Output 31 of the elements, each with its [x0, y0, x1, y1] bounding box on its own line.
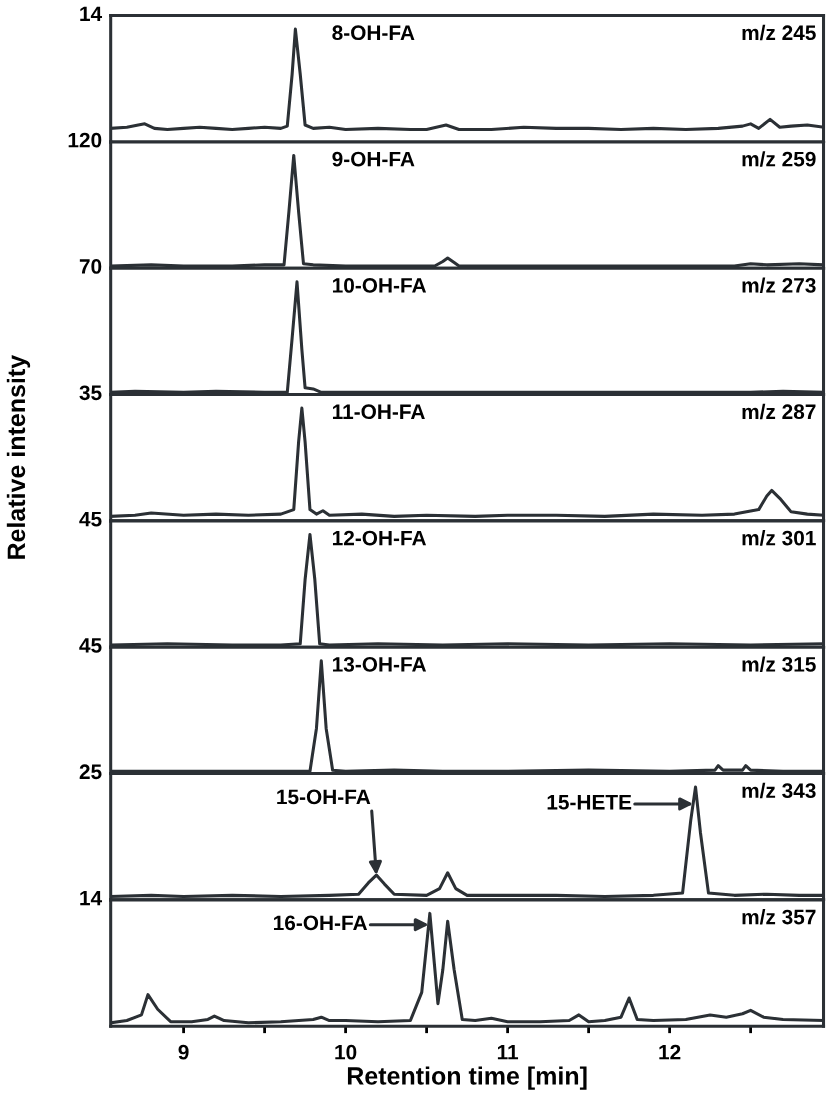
annotation: 16-OH-FA [273, 915, 368, 931]
annotation: m/z 343 [742, 782, 816, 799]
x-tick-label: 9 [178, 1044, 189, 1060]
text: 45 [79, 511, 102, 527]
text: 14 [80, 6, 103, 21]
y-axis-title: Relative intensity [6, 355, 31, 559]
text: 35 [79, 385, 102, 401]
text: 14 [80, 890, 103, 906]
x-tick-label: 11 [497, 1045, 519, 1060]
annotation: 12-OH-FA [332, 530, 427, 546]
annotation: m/z 287 [742, 403, 816, 420]
annotation: m/z 259 [742, 151, 816, 167]
x-tick-label: 10 [335, 1044, 357, 1060]
annotation: 8-OH-FA [332, 25, 415, 41]
x-tick-label: 12 [659, 1044, 681, 1060]
text: 45 [79, 638, 102, 653]
text: 25 [79, 764, 102, 780]
annotation: m/z 357 [742, 909, 816, 925]
annotation: 15-HETE [547, 795, 632, 810]
annotation: m/z 245 [742, 24, 816, 41]
annotation: 11-OH-FA [332, 404, 425, 420]
annotation: 13-OH-FA [332, 657, 427, 672]
annotation: m/z 273 [742, 277, 816, 293]
annotation: m/z 315 [742, 656, 816, 672]
annotation: 9-OH-FA [332, 151, 415, 167]
annotation: 15-OH-FA [277, 789, 371, 805]
text: 70 [79, 259, 102, 274]
annotation: 10-OH-FA [332, 278, 427, 293]
annotation: m/z 301 [742, 530, 816, 546]
x-axis-title: Retention time [min] [347, 1066, 587, 1090]
text: 120 [68, 132, 102, 148]
